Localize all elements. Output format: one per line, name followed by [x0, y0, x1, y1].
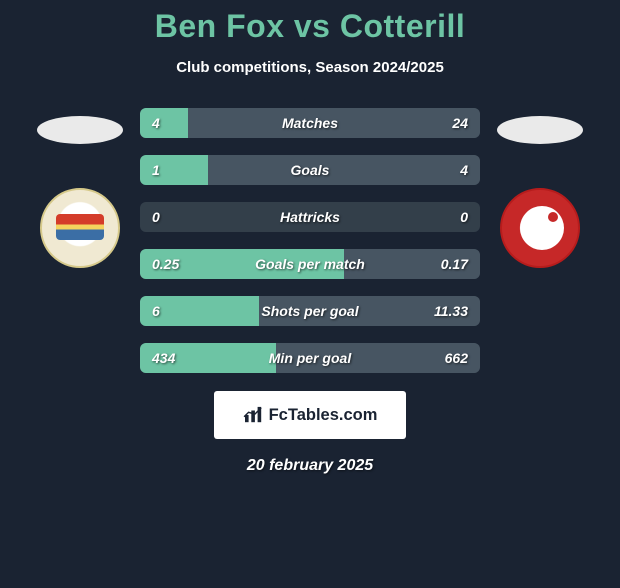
right-club-crest	[500, 188, 580, 268]
logo-text: FcTables.com	[269, 406, 378, 425]
stat-row: 6Shots per goal11.33	[140, 296, 480, 326]
stat-value-right: 662	[410, 350, 480, 366]
stat-value-left: 4	[140, 115, 210, 131]
stat-value-right: 11.33	[410, 303, 480, 319]
stat-row: 0.25Goals per match0.17	[140, 249, 480, 279]
comparison-panel: 4Matches241Goals40Hattricks00.25Goals pe…	[0, 108, 620, 373]
stat-value-right: 0	[410, 209, 480, 225]
stat-label: Goals	[210, 162, 410, 178]
stat-value-left: 1	[140, 162, 210, 178]
stat-bars: 4Matches241Goals40Hattricks00.25Goals pe…	[140, 108, 480, 373]
left-player-avatar	[37, 116, 123, 144]
page-title: Ben Fox vs Cotterill	[0, 8, 620, 45]
left-player-column	[30, 108, 130, 268]
stat-value-right: 4	[410, 162, 480, 178]
right-player-avatar	[497, 116, 583, 144]
date-text: 20 february 2025	[0, 457, 620, 475]
bar-chart-icon	[243, 406, 265, 424]
stat-label: Goals per match	[210, 256, 410, 272]
stat-label: Hattricks	[210, 209, 410, 225]
left-club-crest	[40, 188, 120, 268]
stat-row: 434Min per goal662	[140, 343, 480, 373]
stat-label: Min per goal	[210, 350, 410, 366]
subtitle: Club competitions, Season 2024/2025	[0, 59, 620, 76]
stat-value-left: 434	[140, 350, 210, 366]
stat-label: Shots per goal	[210, 303, 410, 319]
stat-value-right: 0.17	[410, 256, 480, 272]
stat-value-left: 0.25	[140, 256, 210, 272]
stat-row: 4Matches24	[140, 108, 480, 138]
stat-row: 1Goals4	[140, 155, 480, 185]
stat-row: 0Hattricks0	[140, 202, 480, 232]
fctables-logo: FcTables.com	[214, 391, 406, 439]
stat-value-left: 0	[140, 209, 210, 225]
stat-value-right: 24	[410, 115, 480, 131]
stat-label: Matches	[210, 115, 410, 131]
right-player-column	[490, 108, 590, 268]
stat-value-left: 6	[140, 303, 210, 319]
